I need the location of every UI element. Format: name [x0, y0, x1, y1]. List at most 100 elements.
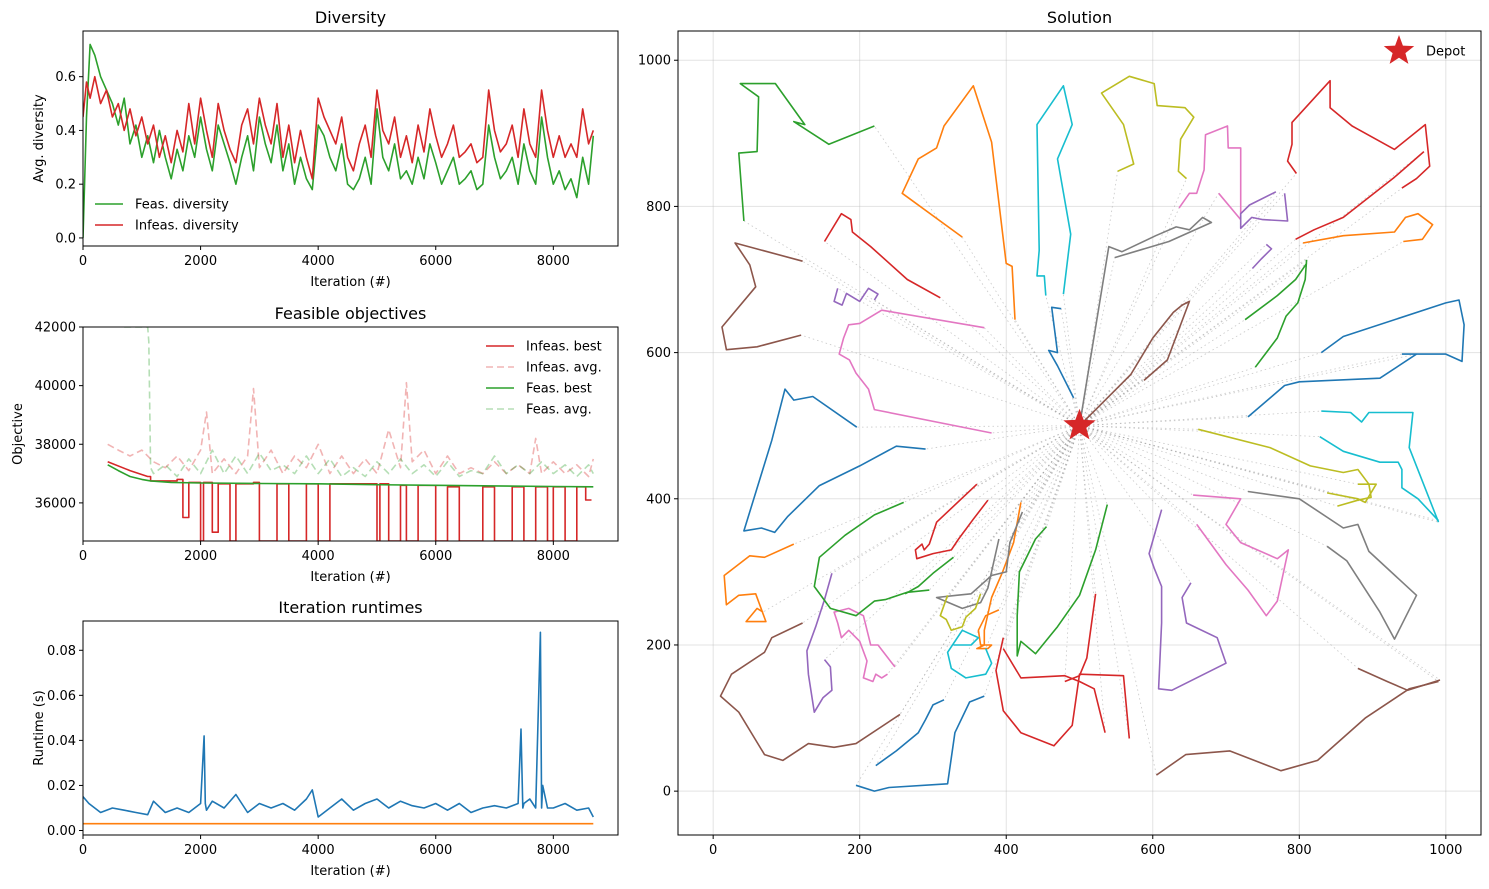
depot-connector — [1079, 425, 1439, 522]
depot-connector — [1079, 425, 1106, 733]
route-0 — [737, 82, 875, 222]
objectives-series-line-2 — [107, 464, 594, 488]
diversity-panel: Diversity Iteration (#) Avg. diversity 0… — [32, 8, 619, 290]
depot-connector — [976, 425, 1080, 485]
depot-connector — [1060, 308, 1080, 426]
depot-connector — [903, 425, 1080, 503]
objectives-series-line-3 — [124, 327, 595, 478]
route-21 — [1247, 353, 1417, 418]
objectives-series-group — [107, 327, 595, 541]
depot-connector — [1079, 425, 1441, 681]
route-34 — [935, 511, 1024, 610]
route-9 — [1302, 212, 1434, 244]
route-41 — [1357, 667, 1441, 692]
solution-panel: Solution 0 200 400 600 800 1000 0 200 400 600 800 1… — [638, 8, 1482, 858]
x-tick-label: 4000 — [302, 254, 335, 269]
route-2 — [1036, 85, 1073, 296]
depot-connector — [1079, 425, 1439, 523]
objectives-panel: Feasible objectives Iteration (#) Object… — [11, 304, 619, 585]
y-tick-label: 36000 — [35, 496, 76, 511]
route-7 — [1078, 216, 1213, 426]
x-tick-label: 2000 — [184, 254, 217, 269]
legend-label: Feas. best — [526, 382, 592, 397]
depot-connector — [953, 425, 1080, 558]
route-39 — [719, 622, 901, 762]
route-8 — [1295, 150, 1425, 241]
depot-connector — [983, 327, 1080, 426]
depot-connector — [998, 425, 1080, 540]
depot-connector — [1079, 352, 1322, 427]
route-17 — [1078, 300, 1191, 427]
route-30 — [1002, 648, 1106, 733]
route-37 — [855, 695, 985, 792]
route-13 — [833, 287, 879, 306]
route-23 — [1319, 436, 1440, 522]
legend-label: Infeas. diversity — [135, 219, 239, 234]
x-tick-label: 8000 — [537, 254, 570, 269]
route-3 — [1100, 75, 1195, 180]
route-22 — [1321, 410, 1440, 523]
depot-connector — [953, 425, 1080, 646]
depot-marker — [1063, 408, 1096, 440]
x-tick-label: 0 — [79, 254, 87, 269]
objectives-xlabel: Iteration (#) — [310, 570, 390, 585]
depot-connector — [874, 125, 1080, 426]
route-27 — [1193, 494, 1290, 617]
depot-connector — [894, 425, 1080, 668]
x-tick-label: 6000 — [419, 549, 452, 564]
route-12 — [721, 242, 803, 351]
depot-connector — [824, 425, 1080, 660]
route-36 — [946, 629, 993, 679]
depot-connector — [1079, 151, 1425, 427]
depot-connector — [1079, 353, 1402, 427]
route-24 — [1198, 428, 1372, 507]
legend-depot-marker — [1383, 35, 1415, 64]
depot-connector — [1002, 425, 1080, 649]
depot-connector — [1079, 187, 1403, 427]
route-32 — [1016, 504, 1109, 657]
x-tick-label: 400 — [994, 843, 1019, 858]
axes-frame — [82, 620, 619, 836]
depot-connector — [1079, 193, 1220, 426]
runtimes-panel: Iteration runtimes Iteration (#) Runtime… — [32, 598, 619, 879]
route-11 — [823, 212, 941, 299]
y-tick-label: 0.4 — [55, 124, 76, 139]
depot-connector — [831, 425, 1080, 574]
diversity-title: Diversity — [315, 8, 386, 27]
route-5 — [1286, 79, 1431, 189]
depot-connector — [837, 287, 1080, 427]
diversity-ylabel: Avg. diversity — [32, 94, 47, 183]
depot-connector — [1079, 242, 1304, 427]
depot-connector — [1079, 425, 1249, 492]
routes-group — [719, 75, 1465, 792]
depot-connector — [1079, 425, 1197, 525]
route-14 — [838, 309, 992, 434]
depot-connector — [1079, 425, 1328, 547]
depot-connector — [925, 425, 1080, 450]
route-19 — [1254, 259, 1308, 368]
depot-connector — [1079, 425, 1359, 669]
route-18 — [1251, 243, 1273, 270]
objectives-series-line-1 — [107, 381, 595, 478]
route-43 — [806, 573, 833, 714]
runtimes-title: Iteration runtimes — [278, 598, 422, 617]
axes-frame — [677, 30, 1482, 836]
diversity-series-line-1 — [83, 75, 595, 180]
y-tick-label: 200 — [646, 638, 671, 653]
depot-connector — [1079, 425, 1338, 507]
route-4 — [1178, 125, 1242, 221]
legend-label-depot: Depot — [1426, 45, 1465, 60]
depot-connector — [1079, 319, 1246, 427]
y-tick-label: 0.6 — [55, 70, 76, 85]
x-tick-label: 0 — [79, 843, 87, 858]
legend-label: Infeas. avg. — [526, 361, 602, 376]
depot-connector — [943, 425, 1080, 700]
runtimes-xlabel: Iteration (#) — [310, 864, 390, 879]
y-tick-label: 0.02 — [47, 779, 76, 794]
runtimes-series-group — [83, 631, 595, 825]
legend-label: Feas. avg. — [526, 403, 592, 418]
x-tick-label: 2000 — [184, 549, 217, 564]
x-tick-label: 600 — [1140, 843, 1165, 858]
x-tick-label: 0 — [79, 549, 87, 564]
